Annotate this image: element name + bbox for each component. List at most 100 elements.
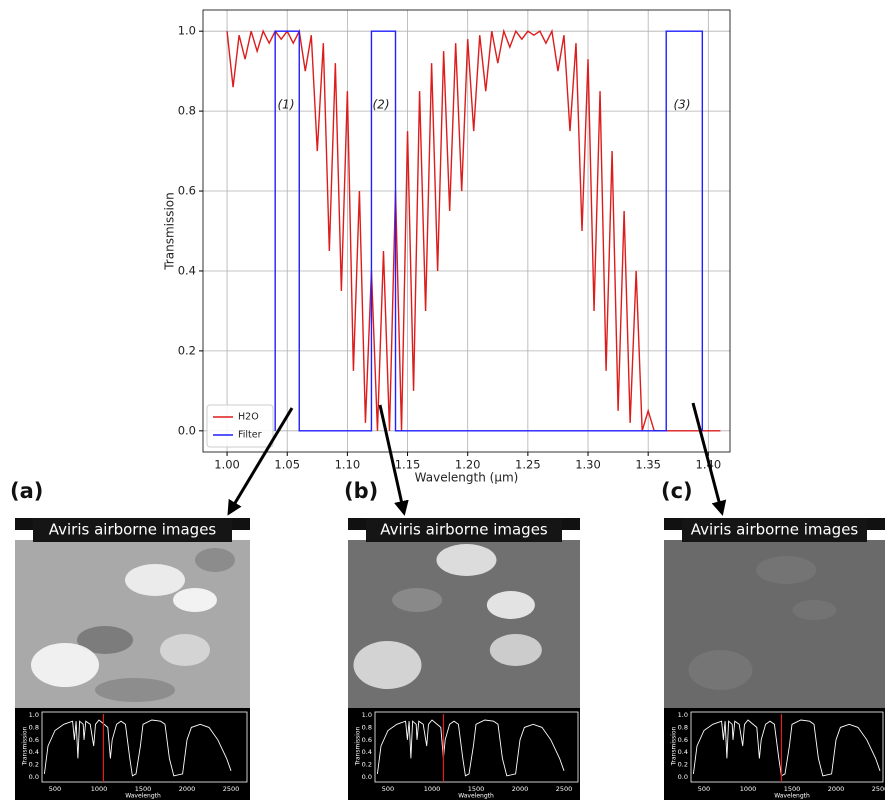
cloud (486, 591, 535, 619)
y-axis-label: Transmission (163, 192, 177, 271)
inset-y-tick-label: 0.8 (678, 723, 688, 731)
inset-y-tick-label: 1.0 (29, 711, 39, 719)
inset-y-label: Transmission (355, 726, 362, 766)
inset-x-tick-label: 1500 (784, 785, 801, 793)
plot-frame (202, 9, 731, 453)
cloud (489, 634, 542, 666)
inset-x-tick-label: 2500 (556, 785, 573, 793)
inset-x-tick-label: 2500 (223, 785, 240, 793)
cloud (95, 678, 175, 702)
annotation: (3) (674, 98, 691, 112)
x-tick-label: 1.05 (274, 458, 300, 472)
inset-y-tick-label: 0.4 (29, 748, 39, 756)
x-tick-label: 1.20 (455, 458, 481, 472)
inset-y-tick-label: 0.0 (29, 773, 39, 781)
y-tick-label: 0.0 (178, 423, 196, 437)
inset-y-label: Transmission (671, 726, 678, 766)
inset-bg (348, 708, 580, 800)
x-tick-label: 1.25 (515, 458, 541, 472)
inset-x-tick-label: 500 (382, 785, 394, 793)
cloud (756, 556, 817, 584)
banner-text: Aviris airborne images (380, 521, 548, 539)
legend-label: Filter (238, 430, 262, 441)
inset-curve (376, 719, 565, 777)
cloud (195, 548, 235, 572)
inset-y-label: Transmission (22, 726, 29, 766)
inset-y-tick-label: 0.2 (29, 761, 39, 769)
inset-y-tick-label: 0.4 (362, 748, 372, 756)
y-tick-label: 0.2 (178, 343, 196, 357)
inset-y-tick-label: 0.2 (678, 761, 688, 769)
y-tick-label: 0.4 (178, 263, 196, 277)
cloud (392, 588, 443, 612)
inset-x-tick-label: 1000 (91, 785, 108, 793)
banner-tab (33, 518, 232, 542)
series-line (274, 30, 704, 432)
banner-tab (366, 518, 562, 542)
arrows (227, 402, 727, 516)
legend-label: H2O (238, 412, 259, 423)
panel-label: (b) (344, 479, 378, 503)
main-chart: 1.001.051.101.151.201.251.301.351.400.00… (163, 9, 731, 485)
annotation: (2) (373, 98, 390, 112)
inset-curve (692, 719, 881, 777)
banner-text: Aviris airborne images (49, 521, 217, 539)
series-line (226, 28, 721, 432)
inset-frame (374, 711, 579, 783)
inset-y-tick-label: 0.8 (362, 723, 372, 731)
inset-x-label: Wavelength (458, 793, 494, 800)
image-panel: (b)Aviris airborne images 1.0 0.8 0.6 0.4 0.2… (344, 479, 580, 800)
inset-y-tick-label: 0.6 (362, 736, 372, 744)
cloud (77, 626, 133, 654)
inset-y-tick-label: 1.0 (362, 711, 372, 719)
x-tick-label: 1.35 (635, 458, 661, 472)
cloud (31, 643, 99, 687)
x-axis-label: Wavelength (μm) (415, 471, 519, 485)
inset-y-tick-label: 0.2 (362, 761, 372, 769)
inset-x-tick-label: 1000 (740, 785, 757, 793)
annotation: (1) (278, 98, 295, 112)
panels: (a) Aviris airborne images 1.0 0.8 0.6 0.4 0.2… (10, 479, 885, 800)
legend-box (206, 404, 274, 448)
panel-label: (a) (10, 479, 43, 503)
image-panel: (c) Aviris airborne images 1.0 0.8 0.6 0.4 0.2… (661, 479, 885, 800)
inset-x-tick-label: 1500 (468, 785, 485, 793)
x-tick-label: 1.10 (335, 458, 361, 472)
y-tick-label: 0.8 (178, 104, 196, 118)
arrow (691, 402, 727, 516)
banner-tab (682, 518, 867, 542)
inset-x-label: Wavelength (125, 793, 161, 800)
cloud (160, 634, 210, 666)
cloud (688, 650, 753, 690)
inset-x-tick-label: 2000 (179, 785, 196, 793)
image-panel: (a) Aviris airborne images 1.0 0.8 0.6 0.4 0.2… (10, 479, 250, 800)
inset-x-tick-label: 2000 (512, 785, 529, 793)
inset-y-tick-label: 0.4 (678, 748, 688, 756)
cloud (792, 600, 837, 620)
inset-x-tick-label: 1500 (135, 785, 152, 793)
inset-bg (664, 708, 885, 800)
inset-curve (43, 719, 232, 777)
inset-y-tick-label: 0.6 (678, 736, 688, 744)
cloud (125, 564, 185, 596)
inset-x-tick-label: 500 (698, 785, 710, 793)
panel-label: (c) (661, 479, 693, 503)
inset-y-tick-label: 0.8 (29, 723, 39, 731)
inset-x-tick-label: 2500 (872, 785, 885, 793)
x-tick-label: 1.30 (575, 458, 601, 472)
y-tick-label: 0.6 (178, 184, 196, 198)
x-tick-label: 1.00 (214, 458, 240, 472)
inset-y-tick-label: 0.0 (362, 773, 372, 781)
cloud (436, 544, 497, 576)
x-tick-label: 1.15 (395, 458, 421, 472)
inset-bg (15, 708, 250, 800)
cloud (173, 588, 217, 612)
inset-x-tick-label: 500 (49, 785, 61, 793)
inset-frame (41, 711, 248, 783)
inset-x-tick-label: 2000 (828, 785, 845, 793)
inset-x-label: Wavelength (774, 793, 810, 800)
banner-text: Aviris airborne images (691, 521, 859, 539)
y-tick-label: 1.0 (178, 24, 196, 38)
arrow (227, 407, 294, 516)
